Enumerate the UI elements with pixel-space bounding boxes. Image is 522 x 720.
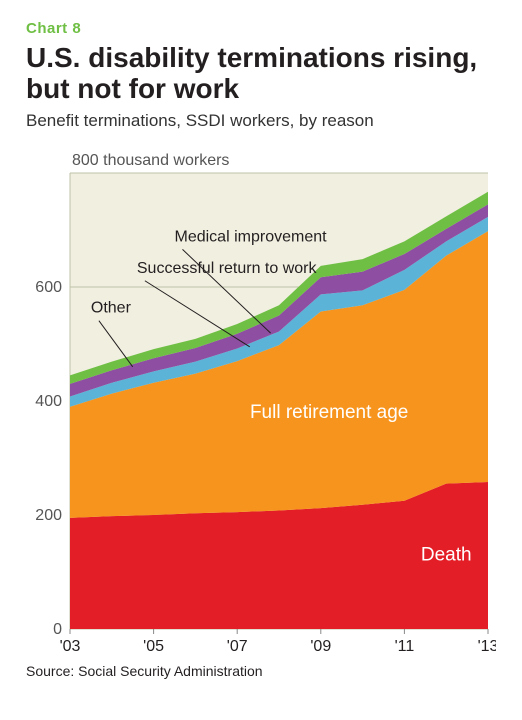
chart-plot: 0 200 400 600 800 thousand workers '03 '05 '07 '… bbox=[26, 143, 496, 663]
y-tick-label: 600 bbox=[35, 279, 62, 296]
x-tick-label: '03 bbox=[60, 638, 81, 655]
y-tick-label: 400 bbox=[35, 393, 62, 410]
y-axis-title: 800 thousand workers bbox=[72, 152, 229, 169]
x-tick-label: '13 bbox=[478, 638, 496, 655]
x-tick-label: '11 bbox=[395, 638, 415, 655]
chart-subtitle: Benefit terminations, SSDI workers, by r… bbox=[26, 111, 496, 131]
callout-label: Medical improvement bbox=[175, 228, 328, 245]
chart-source: Source: Social Security Administration bbox=[26, 663, 496, 679]
chart-number: Chart 8 bbox=[26, 20, 496, 37]
x-tick-label: '09 bbox=[310, 638, 331, 655]
chart-container: Chart 8 U.S. disability terminations ris… bbox=[0, 0, 522, 720]
chart-title: U.S. disability terminations rising, but… bbox=[26, 43, 496, 105]
callout-label: Other bbox=[91, 299, 132, 316]
callout-label: Successful return to work bbox=[137, 259, 318, 276]
x-tick-label: '05 bbox=[143, 638, 164, 655]
x-tick-label: '07 bbox=[227, 638, 248, 655]
series-label: Full retirement age bbox=[250, 402, 408, 423]
y-tick-label: 0 bbox=[53, 621, 62, 638]
series-label: Death bbox=[421, 544, 472, 565]
y-tick-label: 200 bbox=[35, 507, 62, 524]
